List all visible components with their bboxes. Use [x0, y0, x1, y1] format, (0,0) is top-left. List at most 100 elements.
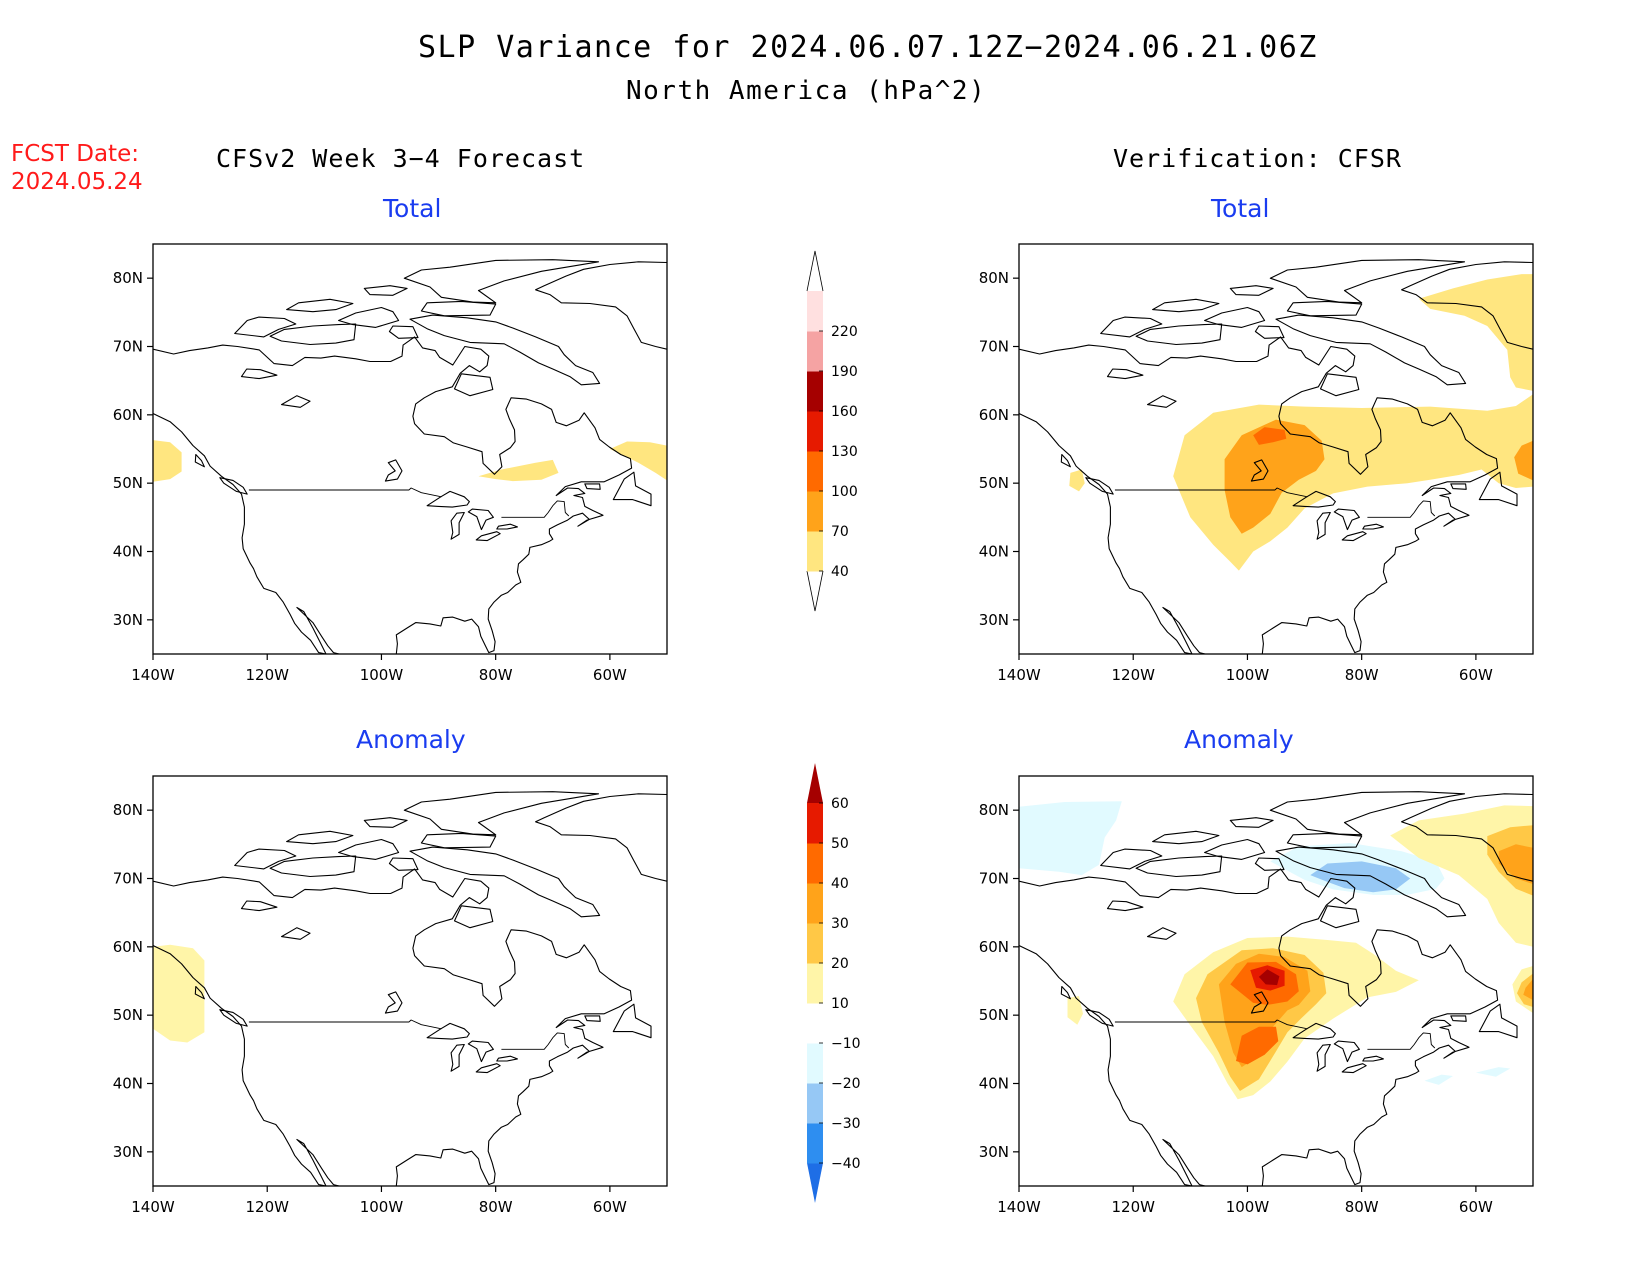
coastline-island — [612, 1003, 652, 1039]
colorbar-segment — [807, 291, 823, 332]
lake-outline — [1250, 991, 1269, 1014]
colorbar-segment — [807, 1043, 823, 1084]
colorbar-segment — [807, 1003, 823, 1044]
forecast-date-value: 2024.05.24 — [11, 169, 143, 195]
colorbar-label: −10 — [831, 1036, 861, 1052]
map-frame — [152, 775, 668, 1187]
border-line — [248, 1019, 442, 1030]
colorbar-label: −40 — [831, 1156, 861, 1172]
y-tick-label: 70N — [113, 870, 143, 888]
lake-outline — [496, 1055, 518, 1062]
coastline — [1019, 868, 1499, 1186]
coastline-island — [1060, 453, 1071, 468]
lake-outline — [496, 523, 518, 530]
x-tick-label: 60W — [593, 1198, 627, 1216]
lake-outline — [475, 531, 501, 542]
border-line — [1114, 487, 1308, 498]
coastline-island — [286, 298, 354, 313]
x-tick-label: 120W — [1111, 1198, 1155, 1216]
map-frame — [1018, 243, 1534, 655]
y-tick-label: 40N — [113, 1075, 143, 1093]
coastline-island — [1275, 846, 1467, 918]
shaded-region — [478, 459, 559, 482]
coastline-greenland — [1401, 261, 1533, 350]
coastline-island — [403, 259, 600, 304]
coastline-island — [420, 300, 497, 317]
y-tick-label: 80N — [979, 269, 1009, 287]
lake-outline — [1333, 508, 1360, 531]
shaded-region — [1236, 1026, 1279, 1065]
x-tick-label: 140W — [997, 1198, 1041, 1216]
colorbar-label: 130 — [831, 444, 858, 460]
map-panel-fcst-total: 140W 120W 100W 80W 60W 80N 70N 60N 50N 40N 30N — [113, 243, 668, 684]
coastline-island — [338, 838, 400, 860]
map-panel-fcst-anomaly: 140W 120W 100W 80W 60W 80N 70N 60N 50N 40N 30N — [113, 775, 668, 1216]
x-tick-label: 80W — [1345, 1198, 1379, 1216]
coastline-island — [584, 1015, 601, 1022]
colorbar-segment — [807, 883, 823, 924]
colorbar-label: 220 — [831, 324, 858, 340]
border-line — [1114, 1019, 1308, 1030]
panel-title-forecast-total: Total — [383, 194, 442, 223]
shaded-region — [1498, 844, 1533, 884]
x-tick-label: 140W — [997, 666, 1041, 684]
y-tick-label: 60N — [113, 938, 143, 956]
coastline-island — [219, 477, 248, 495]
shaded-region — [1067, 996, 1083, 1025]
colorbar-label: 40 — [831, 876, 849, 892]
coastline-island — [1275, 314, 1467, 386]
coastline-island — [1478, 1003, 1518, 1039]
lake-outline — [1292, 490, 1336, 508]
lake-outline — [1250, 459, 1269, 482]
lake-outline — [1362, 523, 1384, 530]
coastline-island — [409, 846, 601, 918]
x-tick-label: 140W — [131, 1198, 175, 1216]
coastline-island — [1319, 905, 1360, 929]
forecast-date-label: FCST Date: — [11, 141, 139, 167]
border-line — [501, 1032, 570, 1050]
colorbar-total: 40 70 100 130 160 190 220 — [806, 250, 858, 612]
coastline-island — [1269, 791, 1466, 836]
map-frame — [1018, 775, 1534, 1187]
coastline-island — [409, 314, 601, 386]
lake-outline — [426, 1022, 470, 1040]
lake-outline — [1316, 511, 1331, 540]
coastline-island — [1478, 471, 1518, 507]
colorbar-segment — [807, 331, 823, 372]
lake-outline — [240, 900, 278, 912]
colorbar-segment — [807, 491, 823, 532]
shaded-region — [1253, 427, 1287, 445]
x-tick-label: 120W — [245, 666, 289, 684]
colorbar-low-arrow — [806, 570, 824, 612]
lake-outline — [280, 395, 311, 408]
panel-title-forecast-anomaly: Anomaly — [356, 725, 466, 754]
coastline-island — [1100, 316, 1163, 338]
y-tick-label: 60N — [979, 406, 1009, 424]
colorbar-segment — [807, 963, 823, 1004]
lake-outline — [1146, 927, 1177, 940]
colorbar-label: −20 — [831, 1076, 861, 1092]
coastline-greenland — [535, 261, 667, 350]
shaded-region — [609, 441, 667, 481]
x-tick-label: 80W — [479, 666, 513, 684]
coastline-island — [1060, 985, 1071, 1000]
colorbar-label: 100 — [831, 484, 858, 500]
y-tick-label: 30N — [113, 1143, 143, 1161]
coastline-island — [1254, 857, 1285, 871]
y-tick-label: 50N — [979, 474, 1009, 492]
x-tick-label: 100W — [360, 1198, 404, 1216]
y-tick-label: 30N — [113, 611, 143, 629]
coastline-island — [1100, 848, 1163, 870]
coastline-island — [269, 855, 357, 878]
colorbar-label: 60 — [831, 796, 849, 812]
shaded-region — [1475, 1067, 1511, 1077]
x-tick-label: 100W — [1226, 1198, 1270, 1216]
colorbar-segment — [807, 451, 823, 492]
shaded-region — [153, 944, 205, 1043]
lake-outline — [280, 927, 311, 940]
coastline-island — [1286, 832, 1363, 849]
colorbar-segment — [807, 411, 823, 452]
coastline-island — [219, 1009, 248, 1027]
coastline-island — [1152, 298, 1220, 313]
coastline-island — [1450, 483, 1467, 490]
